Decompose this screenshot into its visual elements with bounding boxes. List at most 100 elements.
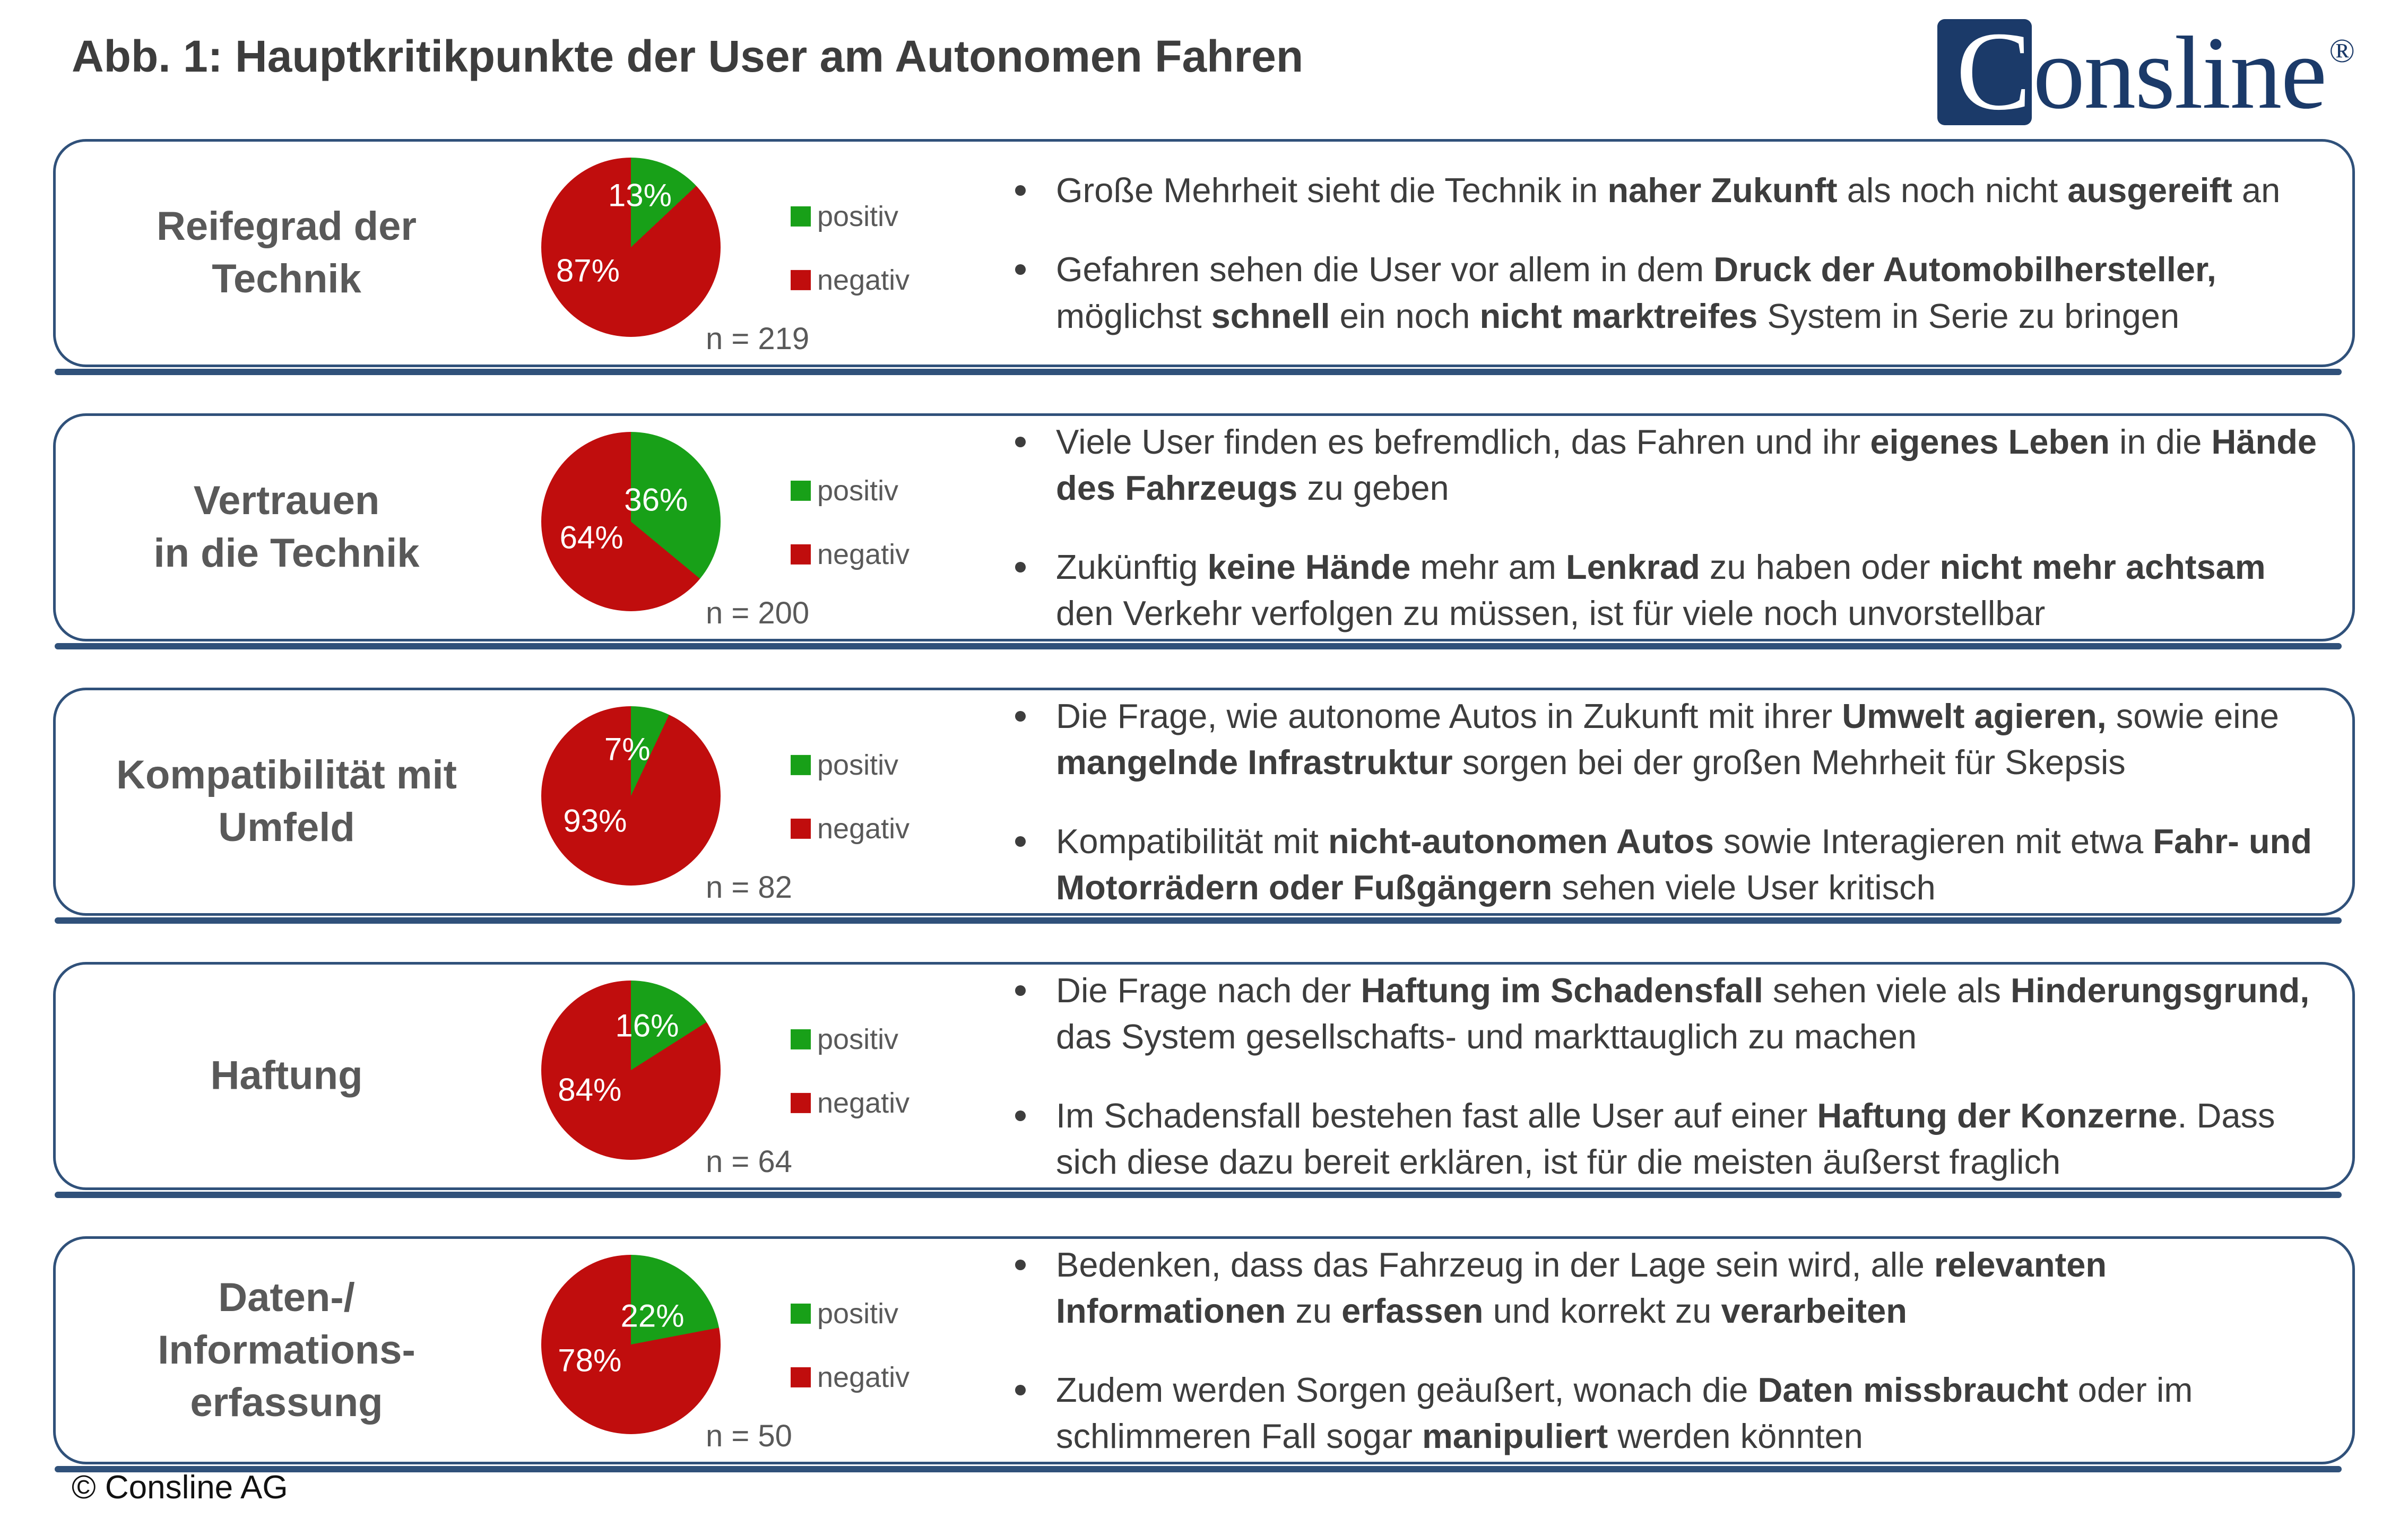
positive-percentage-label: 22% (620, 1298, 685, 1334)
bullet-item: Viele User finden es befremdlich, das Fa… (1006, 419, 2323, 511)
bullet-text: sowie eine (2106, 696, 2279, 735)
bullet-text-bold: Lenkrad (1565, 548, 1700, 586)
bullet-text-bold: Hände des Fahrzeugs (1056, 422, 2317, 507)
legend-label-positive: positiv (817, 200, 899, 232)
bullet-item: Die Frage, wie autonome Autos in Zukunft… (1006, 693, 2323, 785)
sample-size-label: n = 82 (706, 870, 792, 905)
sample-size-label: n = 219 (706, 322, 810, 356)
topic-card: Kompatibilität mit Umfeld 7% 93% n = 82 … (53, 688, 2355, 924)
positive-swatch-icon (791, 1029, 811, 1049)
bullet-text: System in Serie zu bringen (1757, 296, 2180, 335)
positive-swatch-icon (791, 206, 811, 227)
topic-title: Vertrauen in die Technik (153, 478, 420, 576)
legend-item-negative: negativ (791, 264, 910, 297)
legend: positiv negativ (791, 749, 910, 845)
pie-chart: 7% 93% (541, 706, 721, 886)
bullet-text: Kompatibilität mit (1056, 822, 1328, 861)
bullet-text-bold: Haftung im Schadensfall (1361, 970, 1763, 1010)
legend-label-negative: negativ (817, 1087, 910, 1119)
legend-label-positive: positiv (817, 1023, 899, 1055)
bullet-list: Große Mehrheit sieht die Technik in nahe… (1006, 142, 2323, 365)
negative-swatch-icon (791, 818, 811, 839)
bullet-text: möglichst (1056, 296, 1211, 335)
bullet-list: Viele User finden es befremdlich, das Fa… (1006, 416, 2323, 639)
sample-size-label: n = 200 (706, 596, 810, 630)
legend-label-negative: negativ (817, 538, 910, 570)
logo-initial: C (1956, 8, 2031, 133)
legend-item-negative: negativ (791, 538, 910, 571)
bullet-text: Zukünftig (1056, 548, 1208, 586)
negative-swatch-icon (791, 1092, 811, 1113)
legend: positiv negativ (791, 1023, 910, 1120)
bullet-item: Kompatibilität mit nicht-autonomen Autos… (1006, 818, 2323, 910)
bullet-item: Die Frage nach der Haftung im Schadensfa… (1006, 967, 2323, 1060)
bullet-text-bold: Druck der Automobilhersteller, (1713, 250, 2216, 289)
positive-swatch-icon (791, 754, 811, 775)
legend-label-negative: negativ (817, 264, 910, 296)
bullet-item: Große Mehrheit sieht die Technik in nahe… (1006, 167, 2323, 213)
bullet-item: Im Schadensfall bestehen fast alle User … (1006, 1092, 2323, 1185)
bullet-text-bold: mangelnde Infrastruktur (1056, 742, 1453, 782)
topic-card: Reifegrad der Technik 13% 87% n = 219 po… (53, 139, 2355, 375)
logo-mark: C (1937, 15, 2032, 127)
legend-item-positive: positiv (791, 1297, 910, 1330)
bullet-text-bold: Hinderungsgrund, (2011, 970, 2310, 1010)
bullet-text-bold: naher Zukunft (1607, 171, 1838, 210)
page-title: Abb. 1: Hauptkritikpunkte der User am Au… (72, 31, 1304, 81)
bullet-list: Die Frage nach der Haftung im Schadensfa… (1006, 965, 2323, 1187)
legend: positiv negativ (791, 200, 910, 297)
bullet-text: Zudem werden Sorgen geäußert, wonach die (1056, 1370, 1758, 1409)
bullet-item: Zukünftig keine Hände mehr am Lenkrad zu… (1006, 544, 2323, 636)
legend-label-negative: negativ (817, 812, 910, 845)
negative-percentage-label: 93% (563, 803, 627, 839)
negative-percentage-label: 64% (559, 519, 623, 556)
legend-label-positive: positiv (817, 1297, 899, 1330)
bullet-item: Zudem werden Sorgen geäußert, wonach die… (1006, 1367, 2323, 1459)
bullet-text-bold: ausgereift (2067, 171, 2232, 210)
legend-item-positive: positiv (791, 200, 910, 233)
consline-logo: C onsline® (1937, 14, 2355, 127)
sample-size-label: n = 64 (706, 1144, 792, 1179)
topic-title: Reifegrad der Technik (157, 204, 417, 301)
bullet-text-bold: Fahr- und Motorrädern oder Fußgängern (1056, 822, 2312, 907)
bullet-text: oder im schlimmeren Fall sogar (1056, 1370, 2193, 1456)
positive-percentage-label: 36% (624, 482, 688, 518)
bullet-text-bold: eigenes Leben (1870, 422, 2110, 461)
topic-title: Kompatibilität mit Umfeld (116, 752, 457, 850)
pie-chart: 13% 87% (541, 158, 721, 337)
pie-chart: 16% 84% (541, 981, 721, 1160)
negative-percentage-label: 87% (556, 253, 620, 289)
bullet-text-bold: verarbeiten (1721, 1291, 1907, 1330)
legend-item-negative: negativ (791, 1361, 910, 1394)
bullet-text: sowie Interagieren mit etwa (1713, 822, 2153, 861)
bullet-text: und korrekt zu (1483, 1291, 1721, 1330)
bullet-text: zu (1286, 1291, 1342, 1330)
bullet-text-bold: nicht mehr achtsam (1939, 548, 2266, 586)
sample-size-label: n = 50 (706, 1419, 792, 1453)
legend-item-negative: negativ (791, 812, 910, 845)
bullet-text: sehen viele User kritisch (1552, 868, 1936, 907)
negative-swatch-icon (791, 270, 811, 290)
bullet-text: Bedenken, dass das Fahrzeug in der Lage … (1056, 1245, 1934, 1284)
bullet-text: als noch nicht (1837, 171, 2068, 210)
bullet-text-bold: Haftung der Konzerne (1817, 1096, 2178, 1135)
negative-percentage-label: 78% (558, 1342, 622, 1378)
bullet-list: Die Frage, wie autonome Autos in Zukunft… (1006, 690, 2323, 913)
bullet-text: Die Frage, wie autonome Autos in Zukunft… (1056, 696, 1842, 735)
topic-card: Haftung 16% 84% n = 64 positiv negativ D… (53, 962, 2355, 1198)
legend-label-positive: positiv (817, 749, 899, 781)
bullet-text-bold: nicht-autonomen Autos (1328, 822, 1714, 861)
legend-item-positive: positiv (791, 749, 910, 782)
negative-percentage-label: 84% (558, 1072, 622, 1108)
positive-percentage-label: 7% (604, 731, 651, 767)
topic-title: Haftung (210, 1053, 363, 1098)
positive-percentage-label: 16% (615, 1008, 679, 1043)
bullet-text-bold: schnell (1211, 296, 1330, 335)
bullet-text: werden könnten (1608, 1417, 1863, 1456)
bullet-text: Viele User finden es befremdlich, das Fa… (1056, 422, 1870, 461)
bullet-text: sehen viele als (1763, 970, 2011, 1010)
bullet-text: in die (2109, 422, 2212, 461)
legend-label-positive: positiv (817, 474, 899, 507)
topic-card: Vertrauen in die Technik 36% 64% n = 200… (53, 413, 2355, 649)
bullet-text-bold: nicht marktreifes (1479, 296, 1758, 335)
